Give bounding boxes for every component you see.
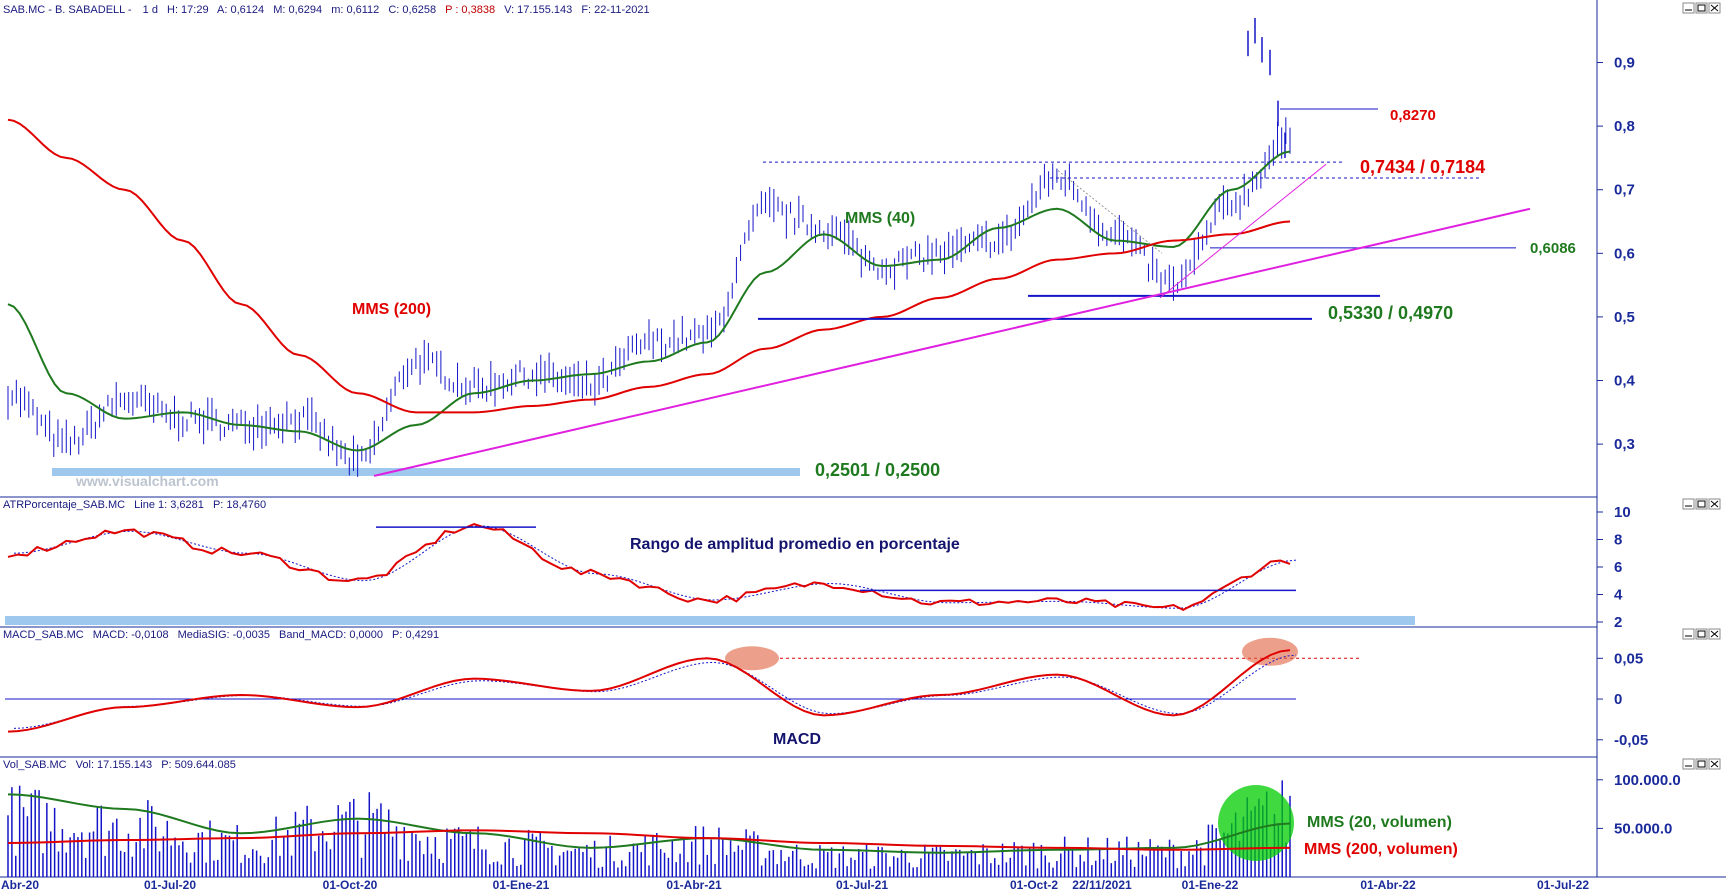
y-tick-label: 6 (1614, 559, 1622, 576)
watermark: www.visualchart.com (75, 473, 219, 489)
y-tick-label: 0 (1614, 691, 1622, 708)
atr-band (5, 616, 1415, 625)
y-tick-label: 4 (1614, 587, 1623, 604)
resistance-label-2: 0,7434 / 0,7184 (1360, 157, 1485, 177)
minimize-button[interactable] (1682, 498, 1695, 510)
support-label-2: 0,5330 / 0,4970 (1328, 303, 1453, 323)
vol-mms20-label: MMS (20, volumen) (1307, 814, 1452, 831)
atr-line (7, 523, 1291, 612)
support-label-1: 0,6086 (1530, 240, 1576, 257)
close-icon (1710, 500, 1719, 508)
maximize-button[interactable] (1695, 498, 1708, 510)
macd-peak-highlight (725, 646, 779, 671)
y-tick-label: 0,6 (1614, 245, 1635, 262)
mms200-line (7, 118, 1291, 414)
support-band (52, 468, 800, 476)
long-term-trendline (373, 207, 1531, 477)
mms200-label: MMS (200) (352, 301, 431, 318)
atr-header: ATRPorcentaje_SAB.MC Line 1: 3,6281 P: 1… (3, 499, 266, 511)
x-tick-label: 01-Abr-22 (1360, 878, 1416, 892)
x-tick-label: 01-Jul-20 (144, 878, 196, 892)
minimize-button[interactable] (1682, 628, 1695, 640)
y-tick-label: 0,7 (1614, 182, 1635, 199)
maximize-icon (1697, 630, 1706, 638)
x-tick-label: 01-Abr-21 (666, 878, 722, 892)
maximize-button[interactable] (1695, 758, 1708, 770)
x-tick-label: 01-Ene-21 (493, 878, 550, 892)
volume-header: Vol_SAB.MC Vol: 17.155.143 P: 509.644.08… (3, 759, 236, 771)
mms40-label: MMS (40) (845, 210, 915, 227)
maximize-icon (1697, 4, 1706, 12)
macd-line (7, 649, 1291, 733)
close-icon (1710, 4, 1719, 12)
price-header: SAB.MC - B. SABADELL - 1 d H: 17:29 A: 0… (3, 4, 650, 16)
atr-title: Rango de amplitud promedio en porcentaje (630, 536, 960, 553)
y-tick-label: 50.000.0 (1614, 820, 1672, 837)
atr-plot (7, 523, 1297, 612)
vol-mms200-label: MMS (200, volumen) (1304, 841, 1458, 858)
macd-plot (5, 637, 1360, 733)
price-plot (7, 18, 1531, 477)
mms40-line (7, 150, 1291, 452)
y-axis-labels: 0,3 0,4 0,5 0,6 0,7 0,8 0,9 2 4 6 8 10 -0,05 0 0,05 50.… (1597, 55, 1681, 837)
y-tick-label: 0,4 (1614, 373, 1636, 390)
x-tick-label: 22/11/2021 (1072, 878, 1132, 892)
maximize-button[interactable] (1695, 2, 1708, 14)
macd-panel-buttons (1682, 628, 1721, 640)
x-tick-label: Abr-20 (1, 878, 39, 892)
volume-mms20-line (7, 793, 1291, 854)
atr-panel-buttons (1682, 498, 1721, 510)
y-tick-label: 10 (1614, 504, 1631, 521)
y-tick-label: 0,8 (1614, 118, 1635, 135)
y-tick-label: 0,5 (1614, 309, 1635, 326)
volume-panel-buttons (1682, 758, 1721, 770)
maximize-icon (1697, 760, 1706, 768)
y-tick-label: 0,3 (1614, 436, 1635, 453)
maximize-icon (1697, 500, 1706, 508)
close-icon (1710, 760, 1719, 768)
y-tick-label: 8 (1614, 532, 1622, 549)
macd-peak-highlight (1242, 637, 1298, 666)
maximize-button[interactable] (1695, 628, 1708, 640)
short-term-trendline (1159, 163, 1327, 299)
macd-title: MACD (773, 731, 821, 748)
price-panel-buttons (1682, 2, 1721, 14)
support-label-3: 0,2501 / 0,2500 (815, 460, 940, 480)
minimize-button[interactable] (1682, 758, 1695, 770)
minimize-button[interactable] (1682, 2, 1695, 14)
volume-mms200-line (7, 829, 1291, 851)
macd-signal-line (13, 654, 1297, 729)
close-icon (1710, 630, 1719, 638)
y-tick-label: 0,9 (1614, 55, 1635, 72)
volume-plot (7, 780, 1294, 877)
x-axis-labels: Abr-20 01-Jul-20 01-Oct-20 01-Ene-21 01-Abr-… (1, 878, 1589, 892)
x-tick-label: 01-Oct-20 (323, 878, 378, 892)
y-tick-label: 2 (1614, 614, 1622, 631)
x-tick-label: 01-Jul-22 (1537, 878, 1589, 892)
y-tick-label: -0,05 (1614, 732, 1648, 749)
x-tick-label: 01-Jul-21 (836, 878, 888, 892)
x-tick-label: 01-Oct-2 (1010, 878, 1058, 892)
macd-header: MACD_SAB.MC MACD: -0,0108 MediaSIG: -0,0… (3, 629, 439, 641)
y-tick-label: 0,05 (1614, 650, 1643, 667)
x-tick-label: 01-Ene-22 (1182, 878, 1239, 892)
y-tick-label: 100.000.0 (1614, 772, 1681, 789)
volume-highlight-circle (1218, 785, 1294, 861)
resistance-label-1: 0,8270 (1390, 107, 1436, 124)
